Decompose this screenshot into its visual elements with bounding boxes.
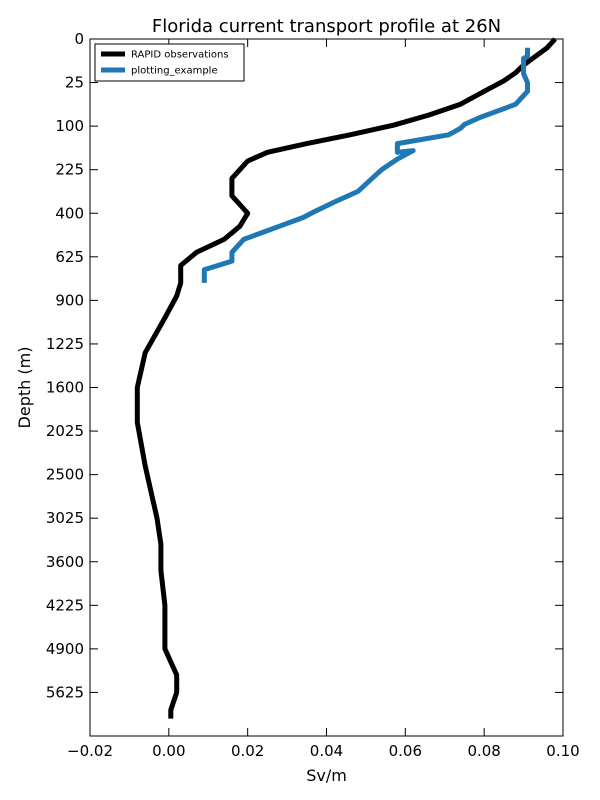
y-axis: 0 25 100 225 400 625 900 1225 1600 2025 2500 3025 36… [46,30,563,701]
series-layer [134,37,557,719]
y-tick-label: 225 [55,161,84,179]
y-tick-label: 3600 [46,553,84,571]
y-tick-label: 5625 [46,683,84,701]
legend: RAPID observations plotting_example [94,43,245,82]
x-tick-label: 0.06 [389,742,422,760]
x-tick-label: −0.02 [67,742,113,760]
y-tick-label: 2025 [46,422,84,440]
plot-frame [89,38,564,737]
y-tick-label: 0 [74,30,84,48]
y-tick-label: 1600 [46,379,84,397]
legend-box [94,43,245,82]
x-tick-label: 0.00 [152,742,185,760]
x-tick-label: 0.02 [231,742,264,760]
x-axis-label: Sv/m [306,766,347,785]
y-tick-label: 3025 [46,509,84,527]
y-tick-label: 4225 [46,596,84,614]
y-tick-label: 625 [55,248,84,266]
x-axis: −0.02 0.00 0.02 0.04 0.06 0.08 0.10 [67,39,580,760]
y-tick-label: 4900 [46,640,84,658]
x-tick-label: 0.10 [546,742,579,760]
y-tick-label: 900 [55,291,84,309]
y-tick-label: 2500 [46,466,84,484]
legend-label: RAPID observations [131,50,229,61]
series-line-rapid-observations [134,37,557,719]
x-tick-label: 0.08 [467,742,500,760]
y-axis-label: Depth (m) [15,347,34,429]
legend-label: plotting_example [131,66,218,77]
y-tick-label: 400 [55,204,84,222]
x-tick-label: 0.04 [310,742,343,760]
y-tick-label: 1225 [46,335,84,353]
y-tick-label: 100 [55,117,84,135]
y-tick-label: 25 [65,74,84,92]
series-line-plotting-example [201,47,530,283]
chart-title: Florida current transport profile at 26N [152,16,501,37]
